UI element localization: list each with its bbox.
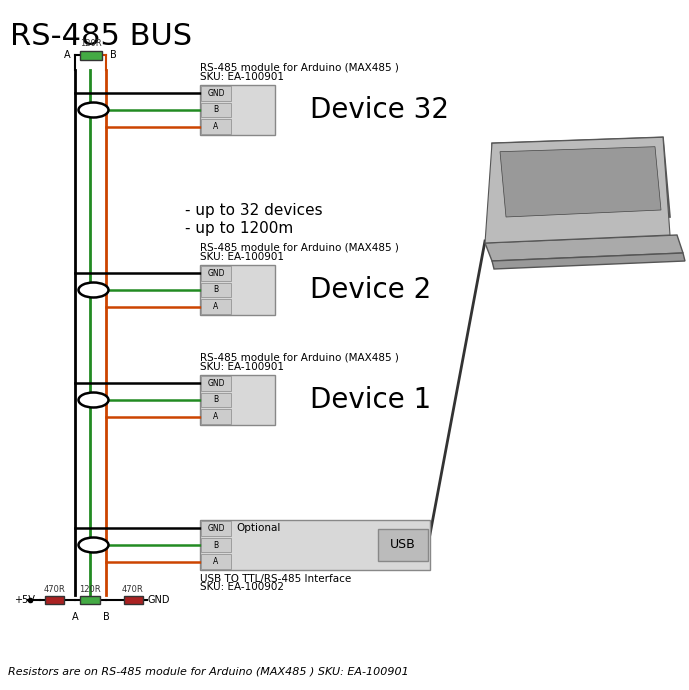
Text: Device 32: Device 32 [310,96,449,124]
FancyBboxPatch shape [123,596,143,604]
Polygon shape [500,147,661,217]
FancyBboxPatch shape [201,283,231,297]
Text: - up to 1200m: - up to 1200m [185,221,294,235]
Text: - up to 32 devices: - up to 32 devices [185,202,322,217]
FancyBboxPatch shape [200,265,275,315]
Text: Optional: Optional [236,523,280,533]
Polygon shape [485,137,670,243]
Text: SKU: EA-100901: SKU: EA-100901 [200,252,284,262]
Ellipse shape [79,393,108,408]
FancyBboxPatch shape [201,554,231,569]
FancyBboxPatch shape [201,103,231,117]
Text: A: A [214,122,218,131]
Text: B: B [214,286,218,295]
FancyBboxPatch shape [201,119,231,134]
Ellipse shape [79,282,108,297]
FancyBboxPatch shape [201,376,231,391]
Text: B: B [110,50,116,60]
Text: A: A [214,302,218,311]
Text: RS-485 module for Arduino (MAX485 ): RS-485 module for Arduino (MAX485 ) [200,242,399,253]
Text: GND: GND [207,89,225,98]
FancyBboxPatch shape [378,529,428,561]
Text: 470R: 470R [43,584,65,593]
Text: SKU: EA-100902: SKU: EA-100902 [200,582,284,593]
Polygon shape [492,137,670,225]
FancyBboxPatch shape [201,409,231,424]
Text: SKU: EA-100901: SKU: EA-100901 [200,72,284,82]
Text: 120R: 120R [79,584,101,593]
Text: USB: USB [390,538,416,551]
Text: GND: GND [148,595,170,605]
Text: Device 1: Device 1 [310,386,431,414]
Text: RS-485 BUS: RS-485 BUS [10,22,192,51]
FancyBboxPatch shape [79,50,101,59]
Text: GND: GND [207,524,225,533]
Text: B: B [214,540,218,549]
Text: B: B [214,395,218,404]
Ellipse shape [79,103,108,117]
FancyBboxPatch shape [201,393,231,407]
Text: GND: GND [207,269,225,278]
FancyBboxPatch shape [45,596,63,604]
Text: 470R: 470R [122,584,144,593]
FancyBboxPatch shape [201,266,231,281]
FancyBboxPatch shape [80,596,100,604]
Text: GND: GND [207,379,225,388]
Text: RS-485 module for Arduino (MAX485 ): RS-485 module for Arduino (MAX485 ) [200,353,399,362]
Text: A: A [72,612,79,622]
FancyBboxPatch shape [201,538,231,552]
Text: 120R: 120R [80,39,101,48]
Text: B: B [103,612,110,622]
FancyBboxPatch shape [201,86,231,101]
FancyBboxPatch shape [201,521,231,535]
Text: RS-485 module for Arduino (MAX485 ): RS-485 module for Arduino (MAX485 ) [200,63,399,72]
Text: USB TO TTL/RS-485 Interface: USB TO TTL/RS-485 Interface [200,574,351,584]
Text: B: B [214,106,218,115]
Polygon shape [485,235,683,261]
Text: A: A [214,557,218,566]
Text: Device 2: Device 2 [310,276,431,304]
Text: +5V: +5V [14,595,35,605]
Text: A: A [214,412,218,421]
FancyBboxPatch shape [200,85,275,135]
Polygon shape [492,253,685,269]
FancyBboxPatch shape [200,375,275,425]
Text: A: A [64,50,71,60]
Text: Resistors are on RS-485 module for Arduino (MAX485 ) SKU: EA-100901: Resistors are on RS-485 module for Ardui… [8,667,409,677]
FancyBboxPatch shape [200,520,430,570]
Text: SKU: EA-100901: SKU: EA-100901 [200,362,284,372]
Ellipse shape [79,538,108,553]
FancyBboxPatch shape [201,299,231,314]
